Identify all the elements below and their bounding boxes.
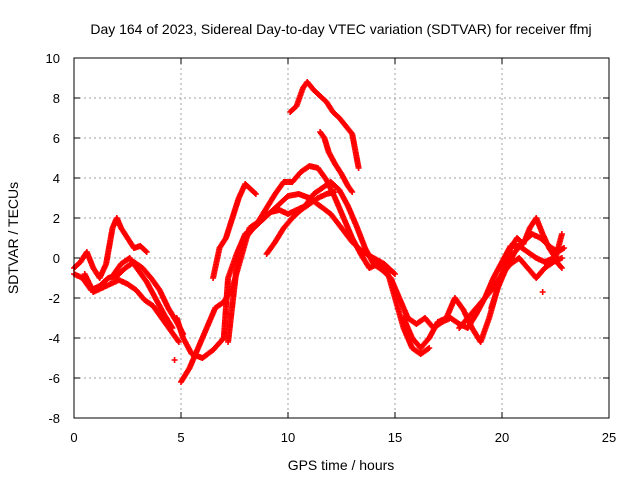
data-point xyxy=(557,263,564,270)
y-tick-label: -8 xyxy=(48,411,60,426)
y-tick-label: 2 xyxy=(53,211,60,226)
data-point xyxy=(349,189,356,195)
y-tick-label: -6 xyxy=(48,371,60,386)
data-point xyxy=(142,248,149,254)
y-tick-label: 4 xyxy=(53,171,60,186)
series-track-a xyxy=(71,215,150,281)
y-axis-label: SDTVAR / TECUs xyxy=(5,182,21,294)
series-track-g xyxy=(210,181,259,281)
series-outliers xyxy=(171,289,546,363)
data-point xyxy=(143,249,150,255)
plot-frame xyxy=(73,57,610,419)
x-tick-label: 15 xyxy=(388,430,402,445)
data-point xyxy=(175,339,182,345)
data-point xyxy=(558,255,565,261)
data-point xyxy=(558,231,565,237)
y-tick-label: 8 xyxy=(53,91,60,106)
y-tick-label: -4 xyxy=(48,331,60,346)
series-track-j xyxy=(287,79,362,171)
chart-title: Day 164 of 2023, Sidereal Day-to-day VTE… xyxy=(90,21,591,37)
y-tick-label: 10 xyxy=(46,51,60,66)
data-point xyxy=(426,345,433,351)
data-point xyxy=(392,271,398,277)
data-point xyxy=(171,357,178,363)
data-point xyxy=(252,191,259,197)
y-tick-label: 0 xyxy=(53,251,60,266)
y-tick-label: -2 xyxy=(48,291,60,306)
data-point xyxy=(332,189,339,195)
data-point xyxy=(355,165,362,171)
data-point xyxy=(558,265,565,271)
x-tick-label: 5 xyxy=(177,430,184,445)
series-track-d xyxy=(109,255,176,331)
data-points xyxy=(71,79,568,385)
data-point xyxy=(561,245,568,251)
data-point xyxy=(251,190,258,196)
x-axis-label: GPS time / hours xyxy=(288,457,395,473)
x-tick-label: 0 xyxy=(70,430,77,445)
data-point xyxy=(169,325,176,331)
y-tick-label: 6 xyxy=(53,131,60,146)
x-tick-label: 20 xyxy=(495,430,509,445)
series-track-k xyxy=(317,129,356,195)
x-tick-label: 25 xyxy=(602,430,616,445)
series-track-i xyxy=(263,189,339,257)
series-track-n xyxy=(456,255,565,331)
axis-ticks: 0 5 10 15 20 25 -8 -6 -4 -2 0 2 4 6 8 10 xyxy=(46,51,617,445)
data-point xyxy=(539,289,546,295)
series-track-e xyxy=(173,191,398,361)
data-point xyxy=(390,270,397,276)
x-tick-label: 10 xyxy=(281,430,295,445)
series-track-m xyxy=(488,215,565,311)
